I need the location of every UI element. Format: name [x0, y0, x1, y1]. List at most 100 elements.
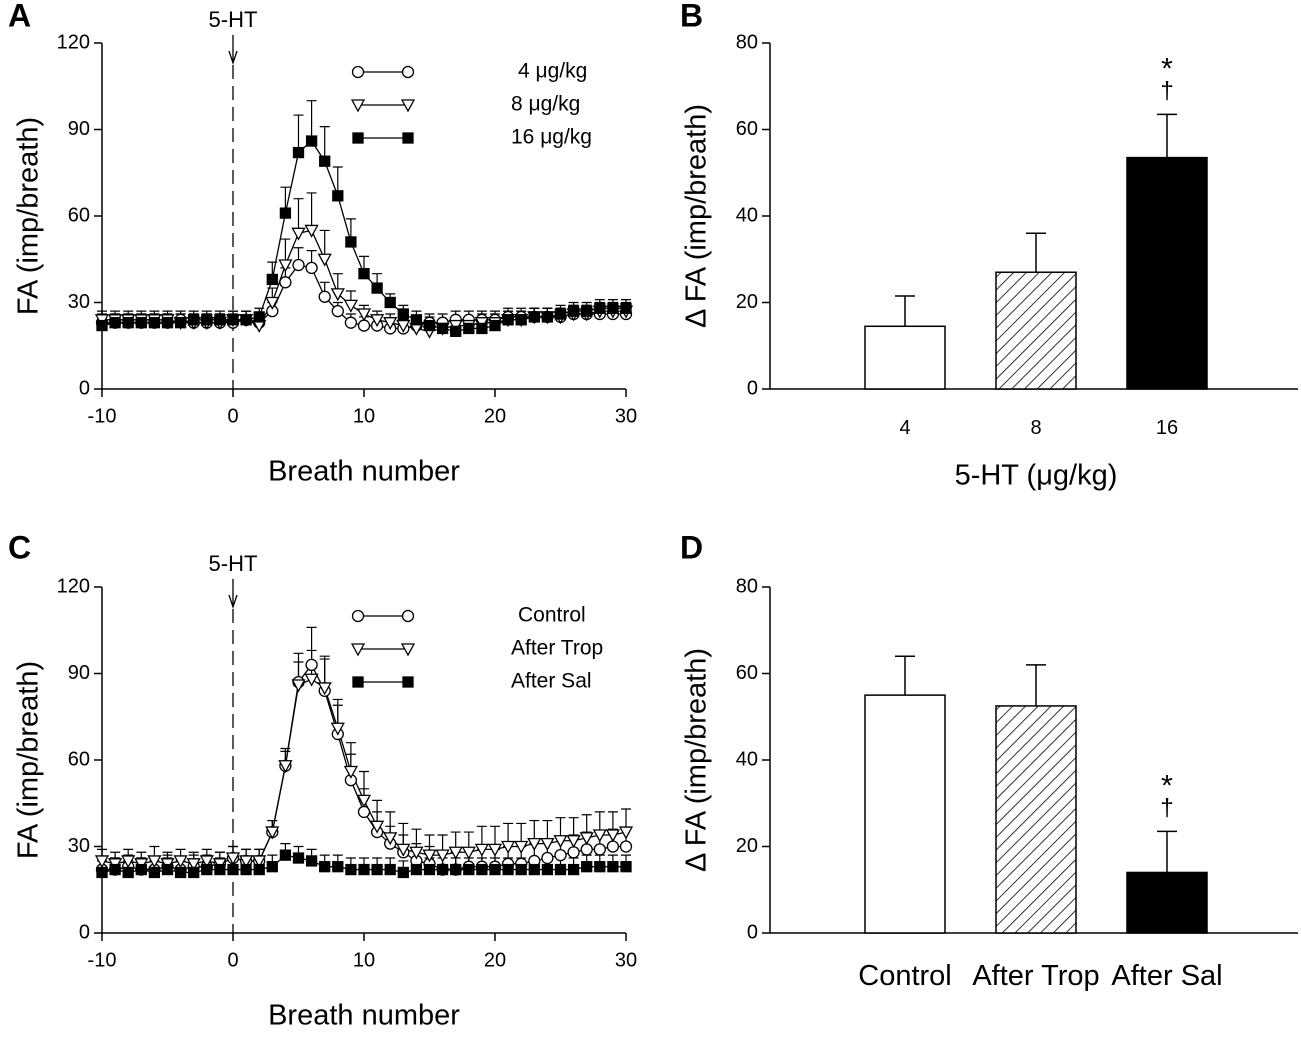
x-tick-label: 30 — [615, 405, 637, 427]
marker — [541, 311, 554, 323]
marker — [606, 840, 620, 853]
marker — [174, 317, 187, 329]
marker — [279, 276, 292, 289]
marker — [319, 155, 331, 167]
x-tick-label: 20 — [484, 949, 506, 971]
bar — [1126, 156, 1208, 390]
y-tick-label: 0 — [747, 921, 758, 943]
marker — [358, 268, 370, 280]
marker — [240, 863, 252, 876]
marker — [227, 863, 239, 876]
marker — [594, 302, 606, 314]
y-tick-label: 40 — [736, 748, 758, 770]
marker — [239, 855, 254, 869]
significance-mark: * — [1161, 52, 1173, 85]
marker — [186, 858, 201, 872]
marker — [357, 805, 371, 819]
marker — [593, 843, 606, 856]
marker — [580, 843, 593, 856]
marker — [619, 840, 633, 853]
marker — [279, 207, 292, 219]
marker — [188, 866, 200, 879]
y-tick-label: 40 — [736, 204, 758, 226]
marker — [448, 846, 463, 860]
x-axis-label: 5-HT (μg/kg) — [955, 460, 1118, 492]
x-tick-label: Control — [858, 960, 952, 992]
legend-label: After Sal — [511, 670, 592, 693]
marker — [252, 855, 267, 869]
marker — [567, 846, 580, 859]
x-tick-label: 0 — [227, 949, 238, 971]
marker — [554, 849, 567, 862]
marker — [502, 314, 514, 326]
marker — [343, 299, 358, 313]
y-tick-label: 0 — [79, 377, 90, 399]
y-tick-label: 60 — [736, 118, 758, 140]
marker — [594, 861, 606, 873]
x-tick-label: 8 — [1030, 417, 1042, 439]
marker — [528, 311, 540, 323]
annotation: 5-HT — [209, 551, 258, 576]
marker — [607, 861, 619, 873]
y-tick-label: 20 — [736, 291, 758, 313]
bar — [864, 694, 946, 934]
marker — [581, 861, 593, 873]
marker — [463, 322, 475, 335]
marker — [96, 866, 108, 879]
y-tick-label: 30 — [68, 291, 90, 313]
legend-label: 16 μg/kg — [511, 126, 592, 149]
legend-label: 4 μg/kg — [518, 60, 587, 83]
marker — [370, 820, 385, 834]
marker — [345, 863, 357, 876]
marker — [541, 863, 554, 876]
marker — [489, 319, 501, 332]
marker — [396, 843, 411, 857]
marker — [351, 65, 365, 79]
error-bar — [306, 192, 317, 231]
x-tick-label: After Sal — [1111, 960, 1223, 992]
marker — [620, 861, 632, 873]
significance-mark: * — [1161, 769, 1173, 802]
marker — [554, 308, 567, 320]
marker — [148, 317, 161, 329]
x-tick-label: 30 — [615, 949, 637, 971]
marker — [214, 314, 226, 326]
marker — [278, 760, 293, 774]
marker — [265, 826, 280, 840]
marker — [304, 673, 319, 687]
marker — [476, 863, 488, 876]
marker — [501, 840, 516, 854]
marker — [356, 794, 372, 808]
marker — [400, 99, 416, 113]
marker — [528, 863, 540, 876]
marker — [292, 146, 305, 159]
marker — [319, 861, 331, 873]
marker — [423, 863, 436, 876]
y-tick-label: 30 — [68, 835, 90, 857]
y-tick-label: 90 — [68, 118, 90, 140]
marker — [109, 863, 121, 876]
marker — [161, 317, 174, 329]
marker — [371, 863, 383, 876]
marker — [317, 682, 332, 696]
y-axis-label: Δ FA (imp/breath) — [681, 648, 713, 872]
marker — [474, 843, 489, 857]
marker — [384, 296, 396, 309]
marker — [402, 676, 414, 688]
error-bar — [1026, 232, 1046, 273]
marker — [400, 643, 416, 657]
marker — [161, 863, 174, 876]
marker — [357, 319, 371, 332]
marker — [240, 314, 252, 326]
y-tick-label: 90 — [68, 662, 90, 684]
bar — [1126, 871, 1208, 934]
panel-label: A — [8, 0, 31, 33]
bar — [864, 325, 946, 390]
marker — [253, 863, 265, 876]
marker — [343, 765, 358, 779]
marker — [397, 866, 409, 879]
marker — [410, 863, 423, 876]
error-bar — [293, 114, 304, 153]
marker — [253, 311, 265, 323]
